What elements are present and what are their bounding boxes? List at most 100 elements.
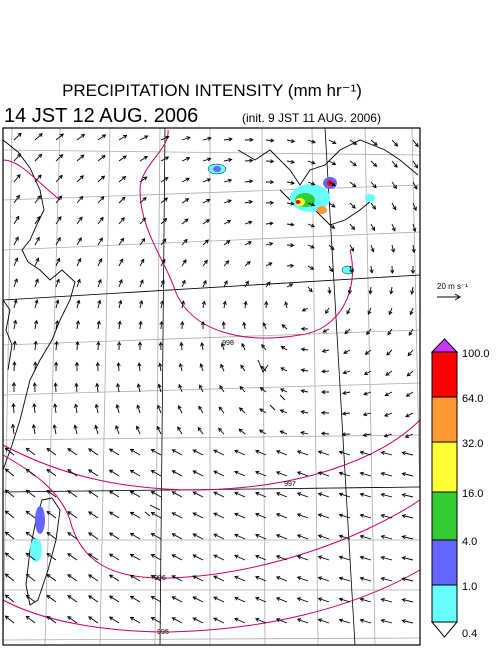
wind-arrow — [117, 362, 120, 372]
wind-arrow — [402, 452, 414, 456]
wind-arrow — [221, 343, 225, 351]
wind-arrowhead — [317, 576, 323, 581]
wind-arrowhead — [198, 405, 203, 410]
wind-arrowhead — [46, 573, 51, 578]
wind-arrowhead — [341, 432, 346, 437]
wind-arrow — [276, 597, 288, 603]
wind-arrowhead — [4, 531, 9, 536]
wind-arrow — [76, 258, 81, 267]
wind-arrow — [151, 596, 162, 603]
colorbar-segment — [431, 584, 458, 623]
wind-arrow — [213, 575, 225, 582]
wind-arrowhead — [192, 491, 197, 496]
wind-arrowhead — [296, 450, 302, 455]
wind-arrowhead — [279, 409, 285, 414]
wind-arrowhead — [213, 470, 218, 475]
wind-arrowhead — [387, 331, 392, 336]
wind-arrowhead — [401, 535, 406, 540]
wind-arrow — [172, 554, 183, 561]
wind-arrow — [255, 471, 267, 477]
wind-arrow — [234, 471, 246, 477]
wind-arrowhead — [254, 596, 260, 601]
wind-arrowhead — [122, 175, 127, 180]
wind-arrow — [369, 286, 372, 294]
wind-arrow — [202, 178, 211, 183]
wind-arrowhead — [122, 155, 127, 160]
vector-legend-arrowhead — [454, 293, 461, 301]
rain-cell — [35, 506, 45, 534]
wind-arrow — [67, 448, 78, 456]
colorbar: 100.0 64.0 32.0 16.0 4.0 1.0 0.4 — [430, 338, 490, 640]
wind-arrow — [386, 349, 393, 356]
wind-arrow — [151, 617, 162, 624]
wind-arrow — [181, 198, 189, 204]
wind-arrow — [172, 449, 183, 456]
wind-arrowhead — [4, 594, 9, 599]
wind-arrowhead — [54, 319, 60, 325]
wind-arrowhead — [78, 216, 83, 221]
wind-arrow — [223, 260, 229, 267]
wind-arrowhead — [268, 262, 273, 267]
wind-arrowhead — [394, 142, 399, 147]
wind-arrow — [307, 160, 315, 164]
wind-arrowhead — [248, 220, 253, 225]
wind-arrowhead — [290, 180, 295, 185]
wind-arrow — [55, 195, 62, 204]
wind-arrowhead — [79, 195, 84, 200]
wind-arrowhead — [25, 552, 30, 557]
wind-arrow — [151, 470, 162, 477]
wind-arrowhead — [317, 450, 323, 455]
wind-arrow — [97, 134, 106, 141]
colorbar-segment — [431, 539, 458, 586]
wind-arrow — [325, 307, 330, 314]
wind-arrowhead — [57, 236, 61, 242]
wind-arrow — [160, 321, 163, 330]
wind-arrow — [307, 181, 315, 185]
wind-arrow — [172, 512, 183, 519]
wind-arrowhead — [4, 489, 9, 494]
wind-arrowhead — [275, 618, 281, 622]
pressure-contours — [2, 129, 421, 633]
wind-arrow — [159, 363, 162, 372]
wind-arrowhead — [338, 513, 344, 518]
wind-arrowhead — [46, 510, 51, 515]
wind-arrow — [88, 490, 99, 498]
wind-arrow — [243, 322, 246, 330]
grid-line — [261, 127, 266, 646]
wind-arrow — [286, 283, 293, 288]
wind-arrow — [76, 341, 79, 351]
wind-arrow — [318, 493, 330, 498]
wind-arrowhead — [234, 554, 239, 559]
wind-arrowhead — [413, 206, 417, 211]
wind-arrowhead — [135, 425, 140, 430]
wind-arrowhead — [58, 174, 63, 179]
wind-arrowhead — [98, 258, 103, 263]
wind-arrow — [97, 217, 104, 225]
wind-arrow — [160, 136, 169, 141]
wind-arrowhead — [213, 575, 218, 580]
wind-arrow — [244, 301, 247, 309]
contour-label: 995 — [157, 629, 169, 636]
wind-arrow — [339, 514, 351, 519]
wind-arrowhead — [213, 596, 218, 601]
wind-arrowhead — [74, 382, 79, 387]
wind-arrowhead — [181, 279, 186, 285]
wind-arrowhead — [46, 594, 51, 599]
wind-arrow — [402, 494, 414, 498]
wind-arrowhead — [160, 300, 165, 305]
wind-arrowhead — [25, 489, 30, 494]
wind-arrow — [34, 320, 38, 330]
wind-arrowhead — [228, 157, 233, 163]
wind-arrowhead — [414, 164, 419, 169]
wind-arrowhead — [296, 555, 302, 560]
wind-arrowhead — [373, 141, 378, 146]
wind-arrowhead — [296, 618, 302, 623]
wind-arrow — [181, 157, 190, 162]
wind-arrowhead — [213, 533, 218, 538]
wind-arrow — [240, 364, 246, 372]
wind-arrowhead — [249, 158, 254, 163]
wind-arrowhead — [73, 403, 79, 408]
wind-arrowhead — [67, 616, 72, 621]
wind-arrowhead — [192, 470, 197, 475]
wind-arrowhead — [384, 392, 389, 397]
